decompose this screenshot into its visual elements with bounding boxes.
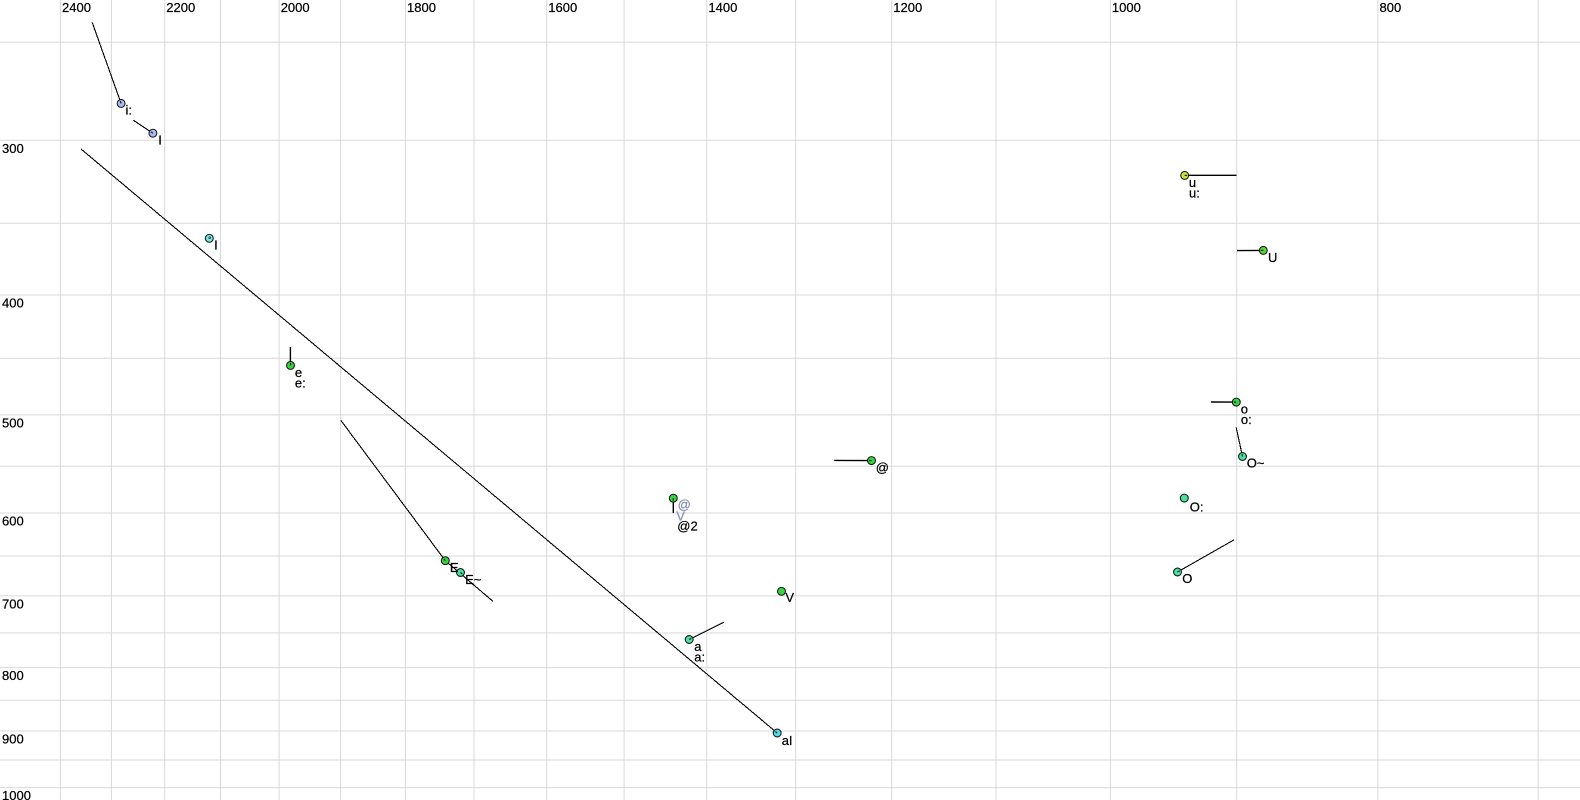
svg-text:E: E	[450, 560, 459, 575]
svg-text:o: o	[1241, 401, 1248, 416]
svg-text:o:: o:	[1241, 412, 1252, 427]
svg-text:e: e	[295, 365, 302, 380]
svg-text:E~: E~	[465, 572, 482, 587]
svg-text:@: @	[678, 497, 691, 512]
svg-text:aI: aI	[782, 733, 793, 748]
svg-text:2000: 2000	[281, 0, 310, 15]
svg-text:V: V	[676, 508, 685, 523]
svg-text:u: u	[1189, 175, 1196, 190]
svg-text:1000: 1000	[1112, 0, 1141, 15]
svg-text:2200: 2200	[166, 0, 195, 15]
svg-text:u:: u:	[1189, 186, 1200, 201]
svg-text:O:: O:	[1190, 499, 1204, 514]
svg-text:@2: @2	[677, 518, 697, 533]
svg-text:1200: 1200	[893, 0, 922, 15]
svg-text:U: U	[1268, 250, 1277, 265]
svg-text:O: O	[1182, 571, 1192, 586]
svg-text:1000: 1000	[2, 788, 31, 800]
svg-text:i:: i:	[126, 103, 133, 118]
svg-text:800: 800	[2, 668, 24, 683]
svg-text:1400: 1400	[708, 0, 737, 15]
svg-text:300: 300	[2, 141, 24, 156]
svg-text:V: V	[785, 590, 794, 605]
svg-text:a: a	[694, 639, 702, 654]
svg-text:2400: 2400	[62, 0, 91, 15]
svg-text:700: 700	[2, 597, 24, 612]
svg-text:600: 600	[2, 514, 24, 529]
svg-text:I: I	[214, 238, 218, 253]
svg-text:1600: 1600	[548, 0, 577, 15]
svg-text:@: @	[876, 460, 889, 475]
svg-text:900: 900	[2, 732, 24, 747]
svg-text:O~: O~	[1247, 456, 1265, 471]
svg-text:500: 500	[2, 416, 24, 431]
svg-text:800: 800	[1380, 0, 1402, 15]
svg-text:1800: 1800	[407, 0, 436, 15]
svg-text:I: I	[158, 132, 162, 147]
svg-text:400: 400	[2, 296, 24, 311]
svg-text:a:: a:	[694, 649, 705, 664]
svg-text:e:: e:	[295, 375, 306, 390]
